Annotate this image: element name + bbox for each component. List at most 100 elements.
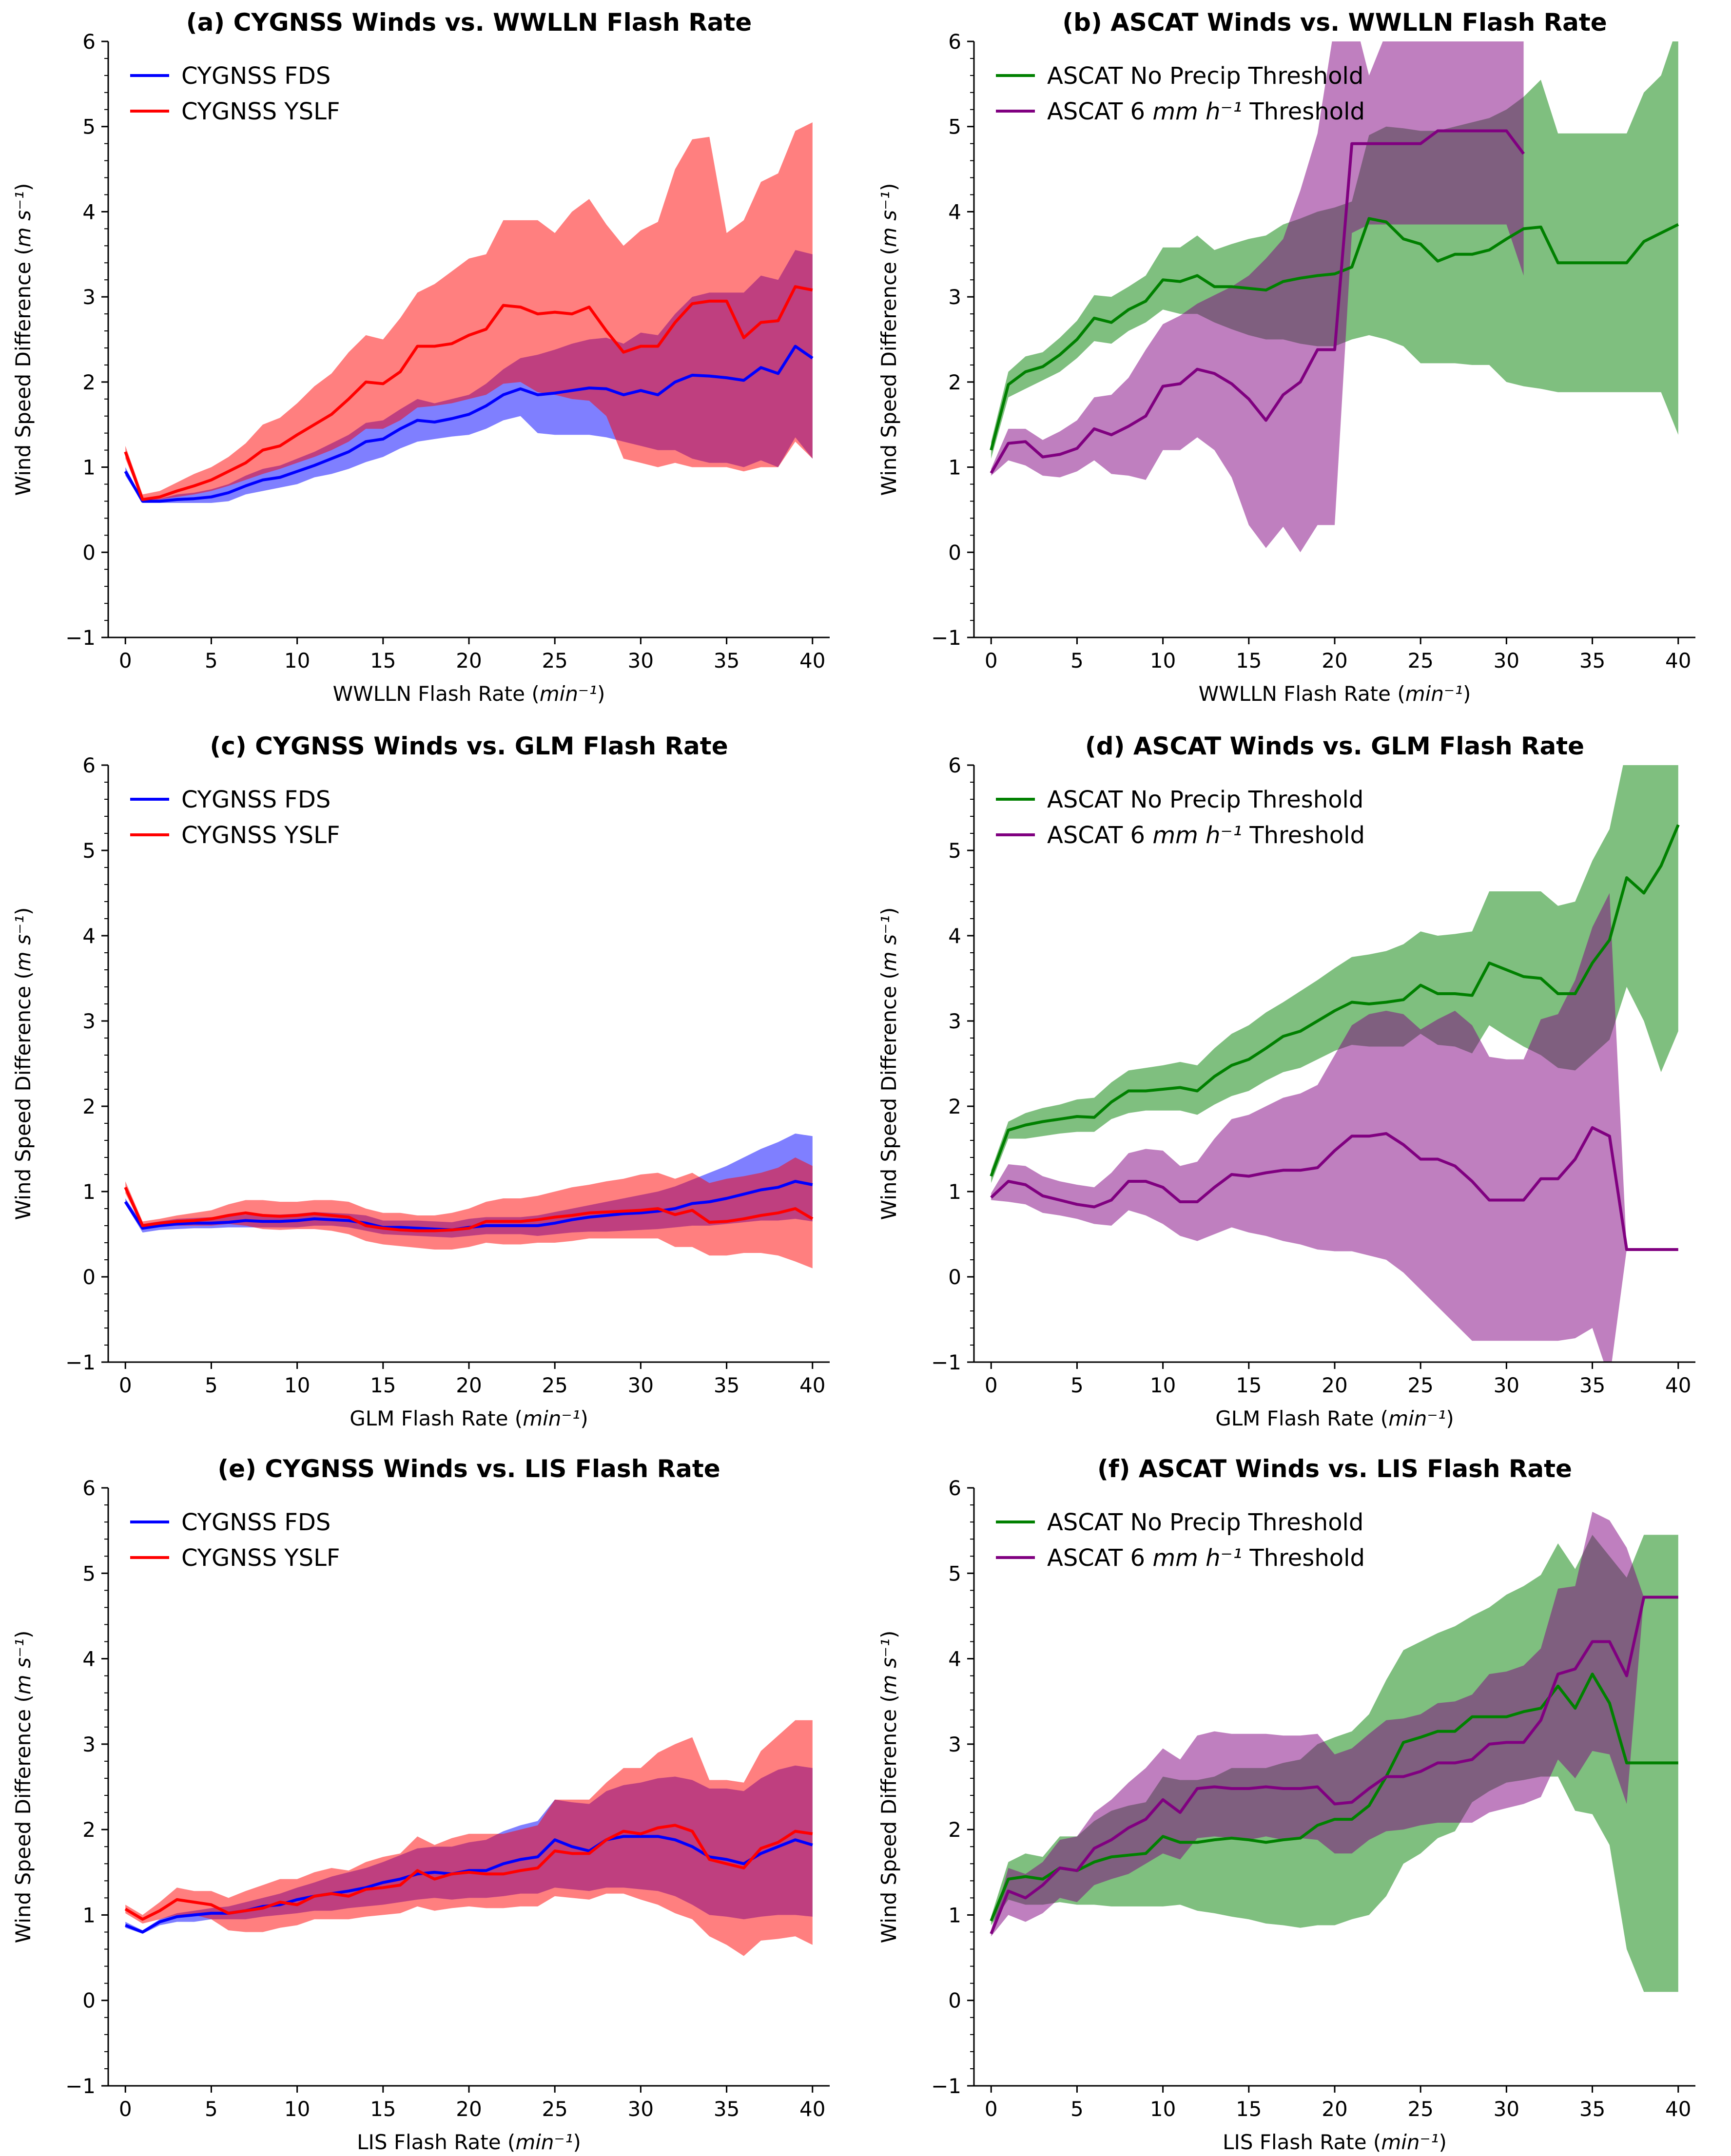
panel-b-line-ascat-6-mm-h-threshold: [990, 129, 1525, 474]
panel-b-x-tick-label: 25: [1407, 649, 1433, 673]
panel-e-x-tick-label: 0: [119, 2097, 132, 2121]
panel-c-title: (c) CYGNSS Winds vs. GLM Flash Rate: [210, 732, 728, 760]
panel-c-y-tick-label: 6: [82, 753, 96, 777]
panel-d-x-tick-label: 10: [1150, 1373, 1176, 1397]
panel-b-y-tick-label: 3: [948, 285, 961, 309]
panel-c-x-tick-label: 15: [370, 1373, 396, 1397]
panel-d-x-tick-label: 5: [1070, 1373, 1084, 1397]
panel-c-y-tick-label: 0: [82, 1265, 96, 1289]
panel-c-x-tick-label: 30: [628, 1373, 654, 1397]
panel-c: (c) CYGNSS Winds vs. GLM Flash Rate −1 0 1 2…: [11, 732, 830, 1430]
panel-e-x-label: LIS Flash Rate (min⁻¹): [357, 2130, 581, 2154]
panel-b-y-tick-label: 0: [948, 540, 961, 564]
panel-e-x-tick-label: 10: [284, 2097, 310, 2121]
panel-e-y-label: Wind Speed Difference (m s⁻¹): [11, 1631, 35, 1944]
panel-a-x-tick-label: 35: [714, 649, 739, 673]
panel-e-title: (e) CYGNSS Winds vs. LIS Flash Rate: [217, 1455, 720, 1483]
panel-b-x-tick-label: 5: [1070, 649, 1084, 673]
panel-c-band-cygnss-yslf: [125, 1157, 813, 1269]
panel-d-x-tick-label: 15: [1236, 1373, 1262, 1397]
panel-a-y-label: Wind Speed Difference (m s⁻¹): [11, 183, 35, 496]
panel-d-y-tick-label: 5: [948, 839, 961, 863]
panel-b-y-tick-label: −1: [931, 626, 961, 650]
panel-d-legend-label-ascat-no-precip-threshold: ASCAT No Precip Threshold: [1047, 786, 1363, 813]
panel-c-line-cygnss-yslf: [124, 1187, 814, 1232]
panel-a-title: (a) CYGNSS Winds vs. WWLLN Flash Rate: [186, 8, 752, 37]
panel-d-title: (d) ASCAT Winds vs. GLM Flash Rate: [1085, 732, 1584, 760]
panel-e-x-tick-label: 35: [714, 2097, 739, 2121]
panel-d-x-label: GLM Flash Rate (min⁻¹): [1215, 1406, 1454, 1430]
panel-a-x-tick-label: 5: [205, 649, 218, 673]
panel-e-legend-label-cygnss-yslf: CYGNSS YSLF: [181, 1544, 340, 1572]
panel-f: (f) ASCAT Winds vs. LIS Flash Rate −1 0 1 2 3…: [877, 1455, 1695, 2154]
panel-e-line-cygnss-yslf: [124, 1824, 813, 1921]
panel-c-legend: CYGNSS FDS CYGNSS YSLF: [130, 786, 340, 849]
panel-e-x-tick-label: 5: [205, 2097, 218, 2121]
panel-d-x-tick-label: 25: [1407, 1373, 1433, 1397]
panel-f-plot-area: [990, 1512, 1678, 1992]
panel-a-x-tick-label: 0: [119, 649, 132, 673]
panel-d-plot-area: [990, 765, 1680, 1362]
panel-a-y-tick-label: 3: [82, 285, 96, 309]
panel-a-y-tick-label: 1: [82, 456, 96, 480]
panel-e-x-tick-label: 40: [799, 2097, 825, 2121]
panel-f-x-tick-label: 30: [1494, 2097, 1519, 2121]
panel-a-y-tick-label: −1: [65, 626, 96, 650]
panel-d-line-ascat-6-mm-h-threshold: [990, 1126, 1678, 1251]
panel-d-y-tick-label: 6: [948, 753, 961, 777]
panel-f-band-ascat-6-mm-h-threshold: [991, 1512, 1678, 1937]
panel-f-x-tick-label: 25: [1407, 2097, 1433, 2121]
panel-c-x-tick-label: 40: [799, 1373, 825, 1397]
panel-d-band-ascat-6-mm-h-threshold: [991, 893, 1678, 1362]
panel-e-legend-label-cygnss-fds: CYGNSS FDS: [181, 1509, 331, 1536]
panel-b-y-tick-label: 5: [948, 115, 961, 139]
panel-a-x-label: WWLLN Flash Rate (min⁻¹): [333, 682, 605, 706]
panel-c-x-tick-label: 20: [456, 1373, 482, 1397]
panel-b-x-tick-label: 10: [1150, 649, 1176, 673]
panel-d-y-tick-label: 0: [948, 1265, 961, 1289]
panel-d-x-tick-label: 0: [985, 1373, 998, 1397]
panel-c-y-tick-label: 3: [82, 1009, 96, 1033]
panel-a-x-tick-label: 30: [628, 649, 654, 673]
panel-a-x-tick-label: 25: [542, 649, 567, 673]
panel-c-x-tick-label: 25: [542, 1373, 567, 1397]
panel-d-y-label: Wind Speed Difference (m s⁻¹): [877, 907, 901, 1220]
panel-a-line-cygnss-fds: [124, 345, 814, 503]
panel-f-x-tick-label: 5: [1070, 2097, 1084, 2121]
panel-e-x-tick-label: 25: [542, 2097, 567, 2121]
panel-a-legend-label-cygnss-yslf: CYGNSS YSLF: [181, 98, 340, 125]
panel-d-y-tick-label: 3: [948, 1009, 961, 1033]
panel-d-band-ascat-no-precip-threshold: [991, 765, 1678, 1183]
panel-c-plot-area: [124, 1134, 814, 1269]
panel-c-x-tick-label: 35: [714, 1373, 739, 1397]
panel-f-y-tick-label: 4: [948, 1647, 961, 1671]
panel-d-y-tick-label: 2: [948, 1095, 961, 1118]
panel-d-x-tick-label: 30: [1494, 1373, 1519, 1397]
panel-c-y-tick-label: 2: [82, 1095, 96, 1118]
panel-f-y-tick-label: 1: [948, 1903, 961, 1927]
panel-e-y-tick-label: 0: [82, 1989, 96, 2013]
panel-e-band-cygnss-yslf: [125, 1720, 813, 1956]
panel-a-legend: CYGNSS FDS CYGNSS YSLF: [130, 62, 340, 125]
panel-f-y-tick-label: 2: [948, 1818, 961, 1842]
panel-a-x-tick-label: 15: [370, 649, 396, 673]
panel-e-y-tick-label: 1: [82, 1903, 96, 1927]
panel-b-y-label: Wind Speed Difference (m s⁻¹): [877, 183, 901, 496]
panel-b-x-tick-label: 40: [1665, 649, 1691, 673]
panel-c-x-tick-label: 0: [119, 1373, 132, 1397]
panel-b-x-tick-label: 35: [1579, 649, 1605, 673]
panel-e-y-tick-label: 2: [82, 1818, 96, 1842]
panel-e-y-tick-label: 6: [82, 1476, 96, 1500]
panel-e-x-tick-label: 15: [370, 2097, 396, 2121]
panel-d-legend: ASCAT No Precip Threshold ASCAT 6 mm h⁻¹ …: [996, 786, 1365, 849]
panel-a-x-tick-label: 10: [284, 649, 310, 673]
panel-f-x-tick-label: 0: [985, 2097, 998, 2121]
panel-b-legend-label-ascat-no-precip-threshold: ASCAT No Precip Threshold: [1047, 62, 1363, 90]
panel-c-y-tick-label: −1: [65, 1350, 96, 1374]
panel-c-y-tick-label: 4: [82, 924, 96, 948]
panel-a-plot-area: [124, 122, 814, 503]
panel-f-x-tick-label: 35: [1579, 2097, 1605, 2121]
panel-a-legend-label-cygnss-fds: CYGNSS FDS: [181, 62, 331, 90]
panel-a-y-tick-label: 4: [82, 200, 96, 224]
